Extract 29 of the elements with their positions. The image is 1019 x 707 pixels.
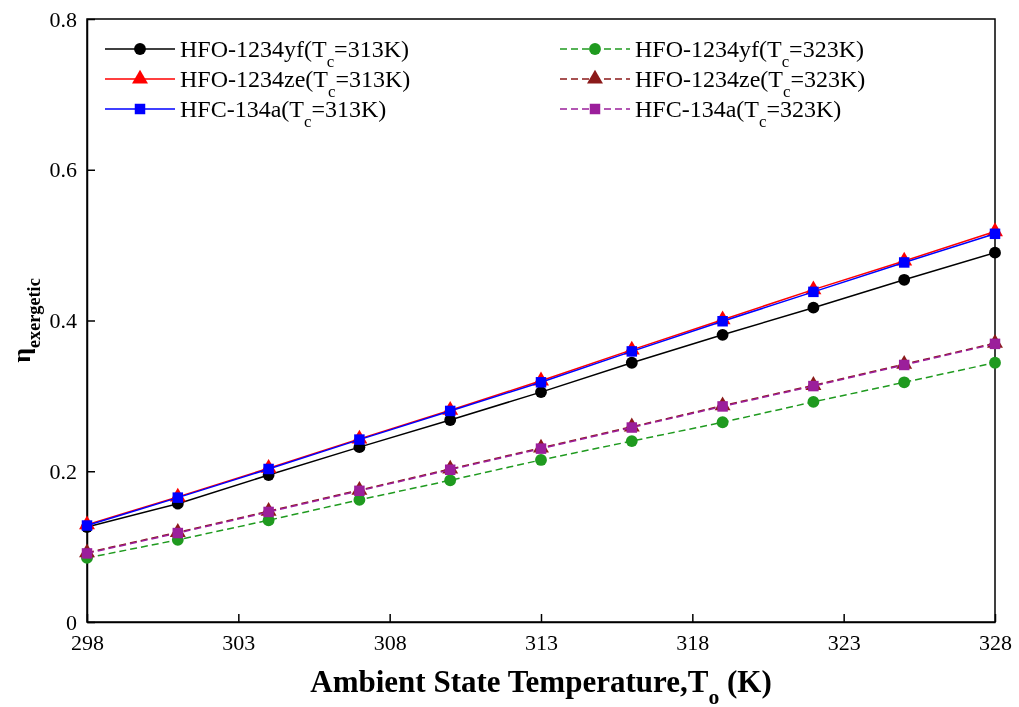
- point: [626, 346, 638, 357]
- y-tick-label: 0.2: [49, 458, 77, 484]
- x-axis-title: Ambient State Temperature,T$_{o}$ (K): [310, 664, 772, 707]
- x-tick-label: 313: [525, 629, 558, 655]
- point: [81, 548, 93, 559]
- point: [444, 474, 457, 487]
- point: [989, 338, 1001, 350]
- point: [625, 435, 638, 448]
- point: [716, 416, 729, 429]
- point: [535, 377, 547, 388]
- point: [535, 454, 547, 466]
- point: [898, 376, 911, 389]
- x-tick-label: 328: [979, 629, 1012, 655]
- y-tick-label: 0.6: [49, 157, 77, 183]
- point: [625, 356, 638, 369]
- point: [989, 228, 1001, 240]
- point: [535, 443, 547, 454]
- point: [989, 356, 1001, 369]
- y-tick-label: 0.8: [49, 6, 77, 32]
- x-tick-label: 308: [373, 629, 407, 655]
- point: [989, 246, 1001, 259]
- x-tick-label: 318: [676, 629, 710, 655]
- point: [807, 301, 820, 314]
- x-tick-label: 323: [827, 629, 861, 655]
- x-tick-label: 303: [222, 629, 256, 655]
- point: [898, 273, 911, 286]
- y-tick-label: 0.4: [49, 308, 77, 334]
- point: [807, 396, 820, 408]
- point: [716, 328, 729, 341]
